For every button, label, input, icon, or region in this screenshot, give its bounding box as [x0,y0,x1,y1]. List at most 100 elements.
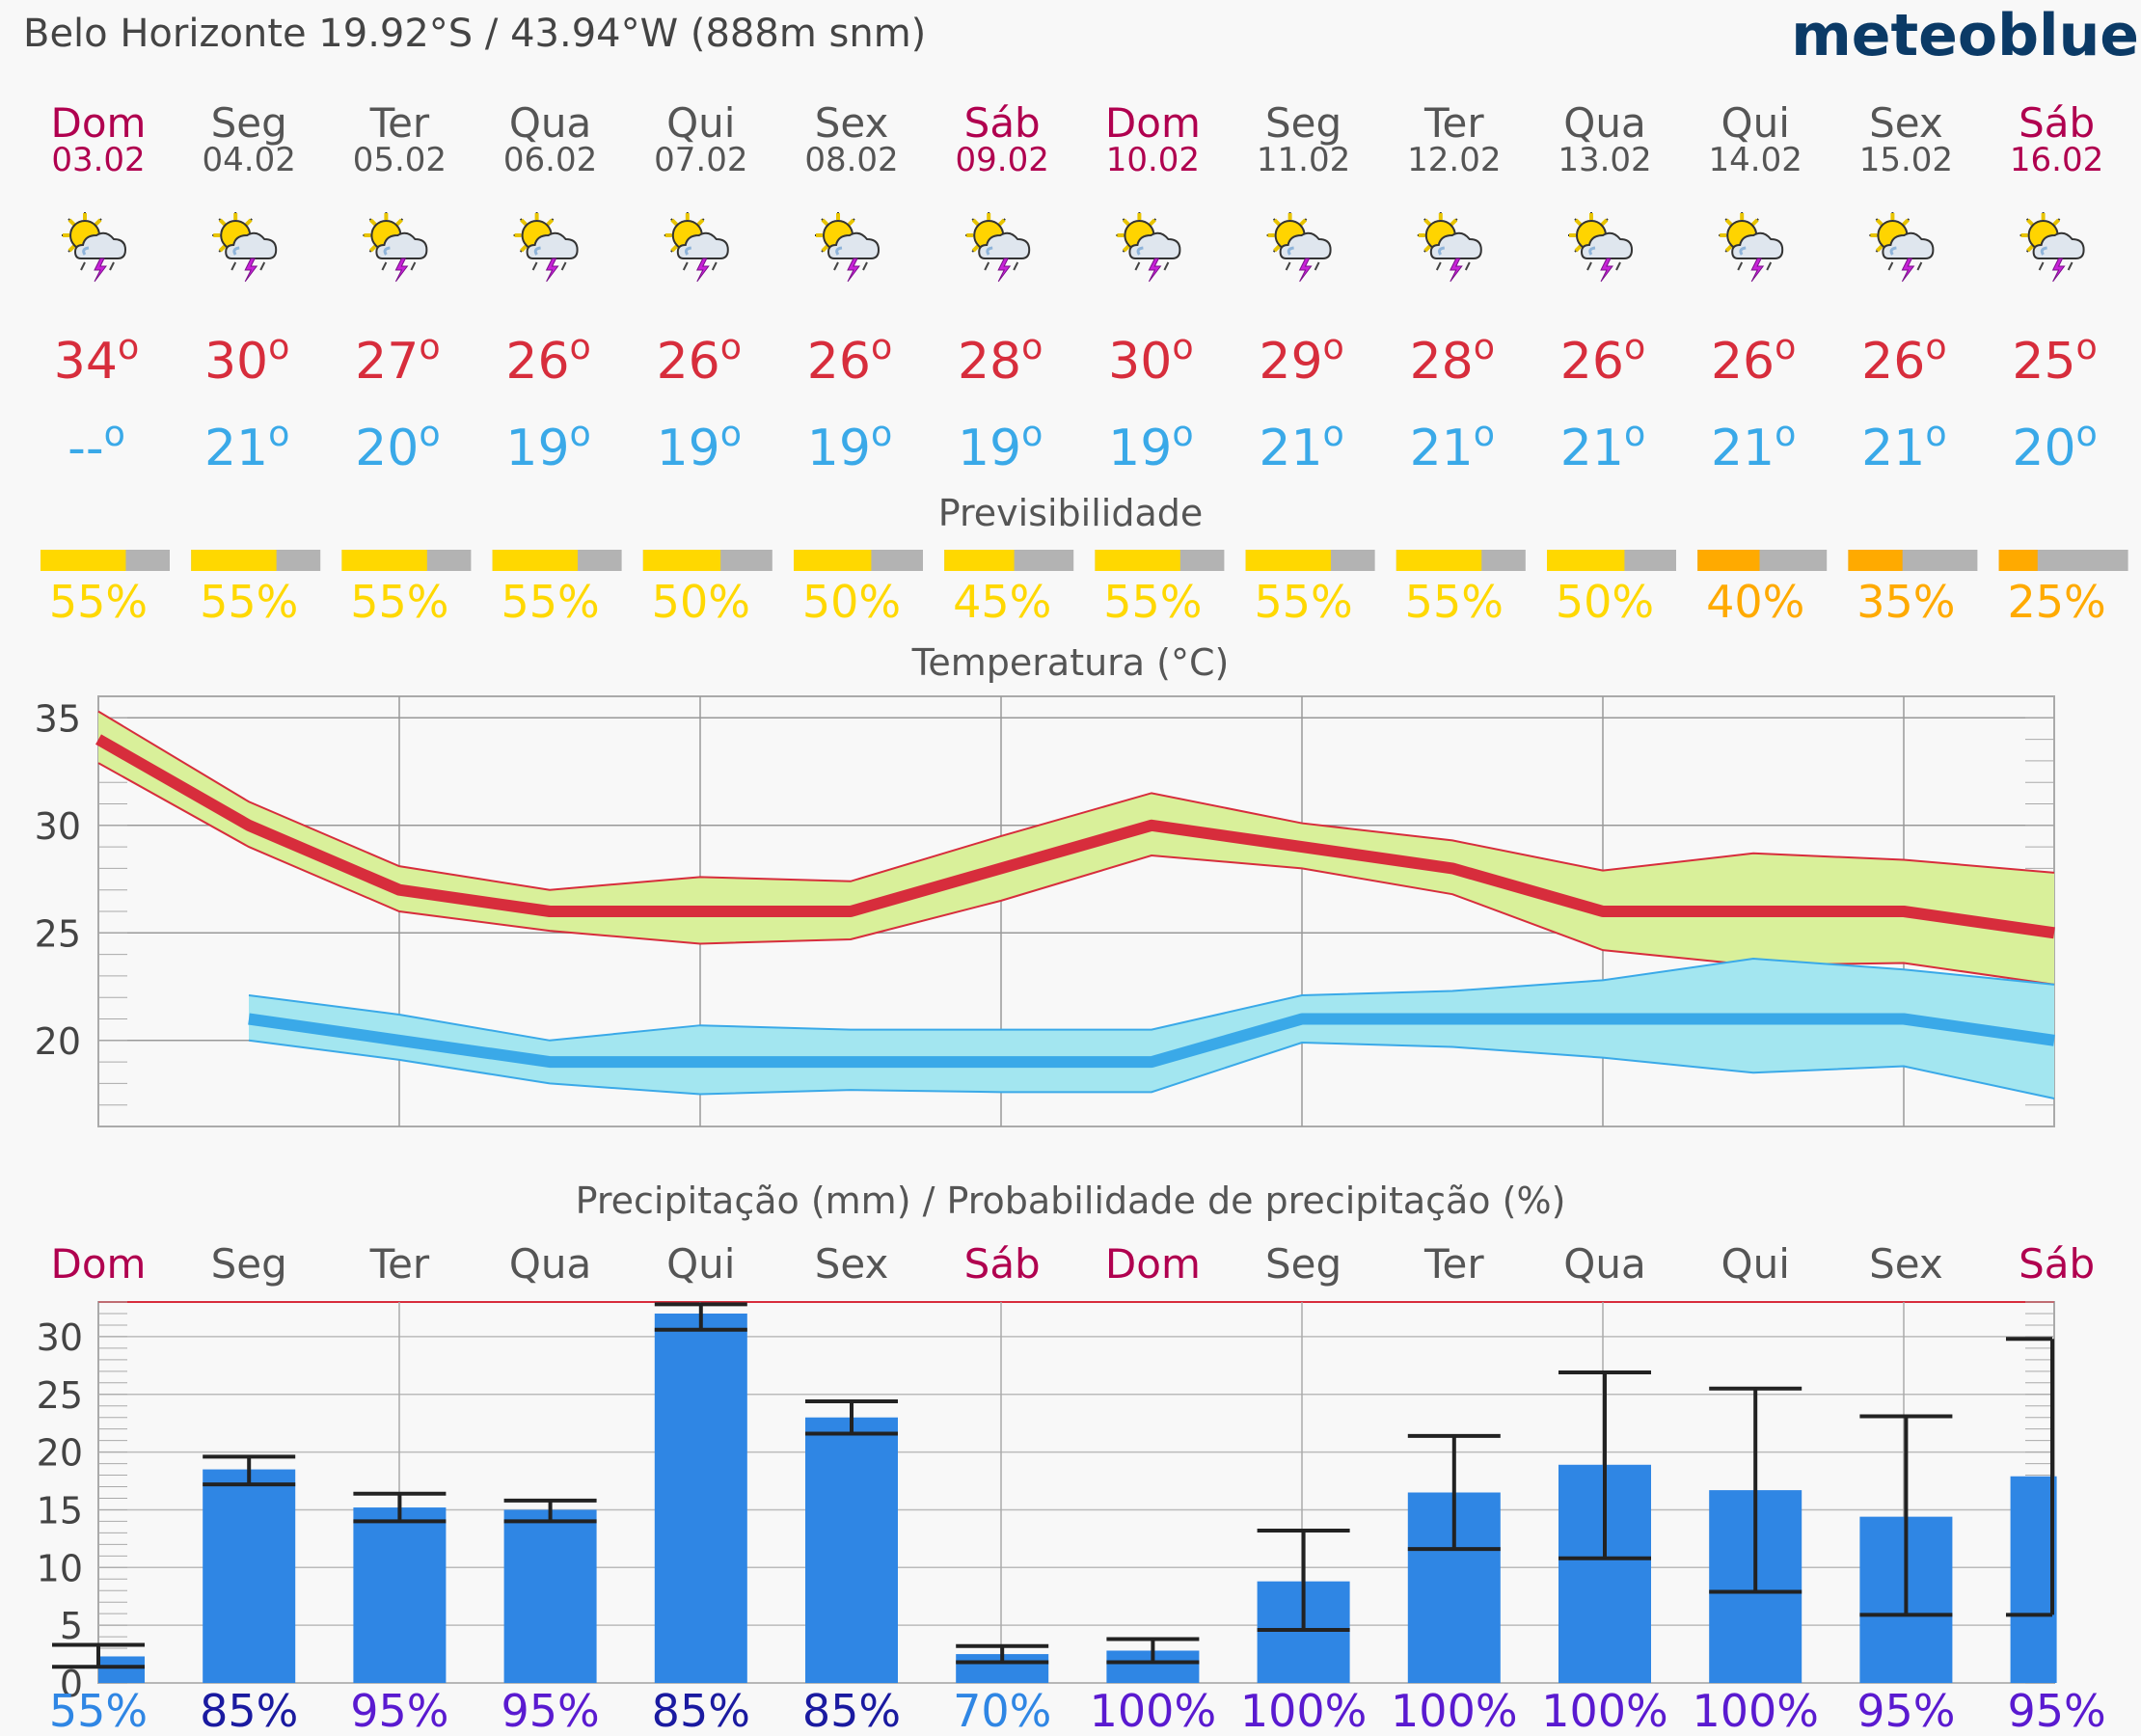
max-temperature: 26o [657,326,742,391]
sun-cloud-thunder-icon [511,210,580,284]
day-name: Ter [1423,99,1484,147]
precipitation-bar [2010,1476,2057,1683]
precipitation-bar [503,1509,597,1683]
predictability-bar-fill [1547,550,1625,571]
predictability-value: 55% [49,576,148,628]
min-temperature: 20o [2012,413,2097,477]
predictability-bar-fill [41,550,126,571]
precipitation-chart: Dom Seg Ter Qua Qui Sex Sáb Dom Seg Ter Qua Qui Sex S… [37,1240,2106,1736]
precipitation-day-name: Seg [1265,1240,1342,1288]
day-date: 04.02 [203,141,296,179]
day-date: 14.02 [1709,141,1802,179]
predictability-value: 50% [652,576,750,628]
max-temperature: 30o [204,326,289,391]
predictability-bar-fill [1848,550,1903,571]
predictability-bar-fill [191,550,277,571]
precipitation-bar [203,1469,296,1683]
precipitation-probability: 100% [1391,1685,1518,1736]
max-temperature: 26o [1861,326,1946,391]
day-date: 10.02 [1106,141,1200,179]
predictability-value: 55% [1254,576,1352,628]
precipitation-probability: 85% [200,1685,298,1736]
day-name: Qui [666,99,735,147]
predictability-value: 50% [1556,576,1654,628]
day-name: Seg [1265,99,1342,147]
day-name: Dom [1105,99,1201,147]
temperature-y-tick: 35 [35,697,81,740]
day-name: Seg [211,99,287,147]
day-date: 16.02 [2010,141,2103,179]
precipitation-day-name: Qua [1563,1240,1645,1288]
max-temperature: 27o [355,326,440,391]
precipitation-y-tick: 0 [60,1663,83,1705]
predictability-bar-fill [492,550,579,571]
predictability-bar-fill [1245,550,1332,571]
precipitation-y-tick: 5 [60,1605,83,1647]
min-temperature: 19o [1108,413,1193,477]
temperature-y-tick: 20 [35,1020,81,1063]
precipitation-day-name: Dom [1105,1240,1201,1288]
precipitation-y-tick: 20 [37,1432,83,1475]
predictability-value: 40% [1706,576,1804,628]
predictability-bar-fill [1697,550,1760,571]
precipitation-probability: 95% [1856,1685,1955,1736]
max-temperature: 26o [505,326,590,391]
predictability-bar-fill [642,550,721,571]
min-temperature: 21o [1410,413,1495,477]
max-temperature: 26o [1560,326,1645,391]
max-temperature: 26o [1711,326,1796,391]
temperature-chart-title: Temperatura (°C) [911,641,1230,684]
min-temperature: 19o [657,413,742,477]
precipitation-probability: 100% [1692,1685,1819,1736]
min-temperature: 21o [1711,413,1796,477]
precipitation-y-tick: 25 [37,1374,83,1417]
precipitation-chart-title: Precipitação (mm) / Probabilidade de pre… [576,1180,1566,1222]
precipitation-day-name: Sex [1869,1240,1943,1288]
day-date: 11.02 [1257,141,1350,179]
predictability-value: 55% [1103,576,1202,628]
predictability-value: 55% [501,576,599,628]
precipitation-bar [353,1507,447,1683]
day-date: 07.02 [654,141,747,179]
day-date: 09.02 [956,141,1049,179]
day-name: Sáb [2019,99,2095,147]
day-name: Qua [1563,99,1645,147]
sun-cloud-thunder-icon [1566,210,1634,284]
predictability-title: Previsibilidade [938,492,1204,534]
day-name: Sex [815,99,889,147]
sun-cloud-thunder-icon [1415,210,1483,284]
day-name: Dom [51,99,147,147]
sun-cloud-thunder-icon [60,210,127,284]
day-date: 05.02 [353,141,447,179]
min-temperature: 21o [204,413,289,477]
precipitation-day-name: Qui [1721,1240,1790,1288]
max-temperature: 25o [2012,326,2097,391]
precipitation-probability: 85% [802,1685,901,1736]
precipitation-y-tick: 30 [37,1316,83,1359]
precipitation-day-name: Sáb [964,1240,1041,1288]
sun-cloud-thunder-icon [963,210,1032,284]
day-date: 13.02 [1558,141,1651,179]
min-temperature-band-edge [248,1039,2055,1099]
max-temperature: 29o [1259,326,1343,391]
predictability-value: 55% [200,576,298,628]
sun-cloud-thunder-icon [1867,210,1936,284]
predictability-value: 55% [350,576,448,628]
predictability-bar-fill [944,550,1015,571]
max-temperature: 28o [958,326,1043,391]
predictability-bar-fill [1095,550,1180,571]
predictability-value: 25% [2007,576,2105,628]
day-name: Qui [1721,99,1790,147]
min-temperature: 19o [807,413,892,477]
max-temperature: 26o [807,326,892,391]
sun-cloud-thunder-icon [210,210,279,284]
precipitation-bar [98,1656,145,1683]
day-date: 12.02 [1407,141,1501,179]
meteoblue-logo: meteoblue [1791,2,2139,69]
precipitation-day-name: Dom [51,1240,147,1288]
precipitation-probability: 100% [1541,1685,1668,1736]
precipitation-probability: 70% [953,1685,1051,1736]
precipitation-day-name: Qua [509,1240,591,1288]
max-temperature-band-edge [97,710,2055,891]
